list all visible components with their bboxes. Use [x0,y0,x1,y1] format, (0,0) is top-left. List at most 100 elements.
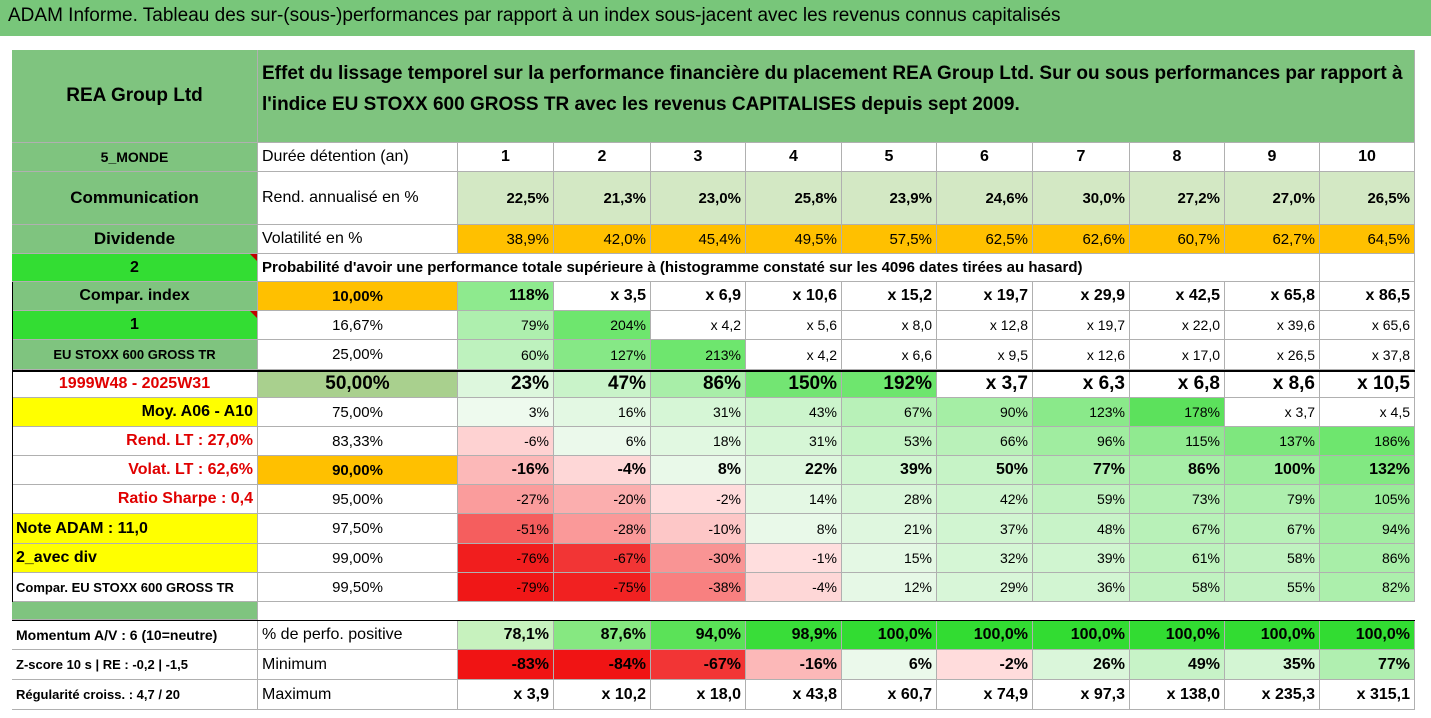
quantile-value: 79% [1225,485,1320,514]
quantile-value: -1% [746,544,842,573]
quantile-value: 16% [554,398,651,427]
quantile-value: x 10,6 [746,282,842,311]
quantile-value: -30% [651,544,746,573]
quantile-value: 37% [937,514,1033,544]
bottom-value: x 10,2 [554,680,651,710]
quantile-value: 15% [842,544,937,573]
quantile-value: -51% [458,514,554,544]
bottom-value: x 3,9 [458,680,554,710]
left-label: 2_avec div [12,544,258,573]
bottom-value: 35% [1225,650,1320,680]
left-label: Note ADAM : 11,0 [12,514,258,544]
quantile-value: -67% [554,544,651,573]
bottom-left-label: Momentum A/V : 6 (10=neutre) [12,620,258,650]
rend-value: 27,2% [1130,172,1225,225]
quantile-value: x 17,0 [1130,340,1225,370]
quantile-value: 39% [842,456,937,485]
rend-value: 23,0% [651,172,746,225]
volat-value: 60,7% [1130,225,1225,254]
quantile-value: 59% [1033,485,1130,514]
quantile-value: x 6,8 [1130,370,1225,398]
bottom-value: -16% [746,650,842,680]
year-header: 6 [937,143,1033,172]
quantile-value: x 42,5 [1130,282,1225,311]
quantile-value: -4% [746,573,842,602]
bottom-left-label: Régularité croiss. : 4,7 / 20 [12,680,258,710]
quantile-label: 50,00% [258,370,458,398]
comment-marker [250,254,257,261]
year-header: 4 [746,143,842,172]
bottom-row-label: % de perfo. positive [258,620,458,650]
bottom-value: -84% [554,650,651,680]
quantile-value: x 6,9 [651,282,746,311]
rend-value: 21,3% [554,172,651,225]
year-header: 5 [842,143,937,172]
quantile-value: 137% [1225,427,1320,456]
quantile-value: x 6,6 [842,340,937,370]
separator-line [12,620,1415,621]
quantile-value: x 26,5 [1225,340,1320,370]
quantile-value: 22% [746,456,842,485]
quantile-value: x 86,5 [1320,282,1415,311]
quantile-value: 204% [554,311,651,340]
quantile-value: 8% [746,514,842,544]
bottom-row-label: Maximum [258,680,458,710]
quantile-value: 67% [1225,514,1320,544]
quantile-value: 86% [651,370,746,398]
quantile-value: -75% [554,573,651,602]
report-title: ADAM Informe. Tableau des sur-(sous-)per… [8,5,1061,26]
quantile-value: x 6,3 [1033,370,1130,398]
volat-value: 45,4% [651,225,746,254]
bottom-value: x 97,3 [1033,680,1130,710]
title-bar: ADAM Informe. Tableau des sur-(sous-)per… [0,0,1431,36]
year-header: 3 [651,143,746,172]
bottom-value: 100,0% [1320,620,1415,650]
table-cell [1320,254,1415,282]
quantile-value: x 3,7 [937,370,1033,398]
bottom-value: 87,6% [554,620,651,650]
quantile-value: 43% [746,398,842,427]
quantile-label: 99,00% [258,544,458,573]
quantile-value: 150% [746,370,842,398]
quantile-value: 29% [937,573,1033,602]
bottom-value: x 43,8 [746,680,842,710]
bottom-value: x 315,1 [1320,680,1415,710]
quantile-value: 48% [1033,514,1130,544]
left-label: Compar. EU STOXX 600 GROSS TR [12,573,258,602]
quantile-label: 90,00% [258,456,458,485]
rend-value: 26,5% [1320,172,1415,225]
quantile-value: x 37,8 [1320,340,1415,370]
quantile-value: 66% [937,427,1033,456]
bottom-value: x 235,3 [1225,680,1320,710]
bottom-value: -67% [651,650,746,680]
quantile-value: x 8,0 [842,311,937,340]
spacer [12,602,258,620]
company-name: REA Group Ltd [12,50,258,143]
quantile-value: x 8,6 [1225,370,1320,398]
quantile-value: x 4,2 [651,311,746,340]
quantile-value: 6% [554,427,651,456]
quantile-value: -38% [651,573,746,602]
quantile-value: 67% [1130,514,1225,544]
rend-value: 24,6% [937,172,1033,225]
quantile-value: 79% [458,311,554,340]
quantile-value: 96% [1033,427,1130,456]
sector-label: Communication [12,172,258,225]
quantile-value: 14% [746,485,842,514]
bottom-left-label: Z-score 10 s | RE : -0,2 | -1,5 [12,650,258,680]
quantile-value: x 22,0 [1130,311,1225,340]
bottom-value: 6% [842,650,937,680]
year-header: 7 [1033,143,1130,172]
bottom-value: -2% [937,650,1033,680]
quantile-value: 115% [1130,427,1225,456]
quantile-value: 90% [937,398,1033,427]
quantile-value: x 65,8 [1225,282,1320,311]
quantile-value: -2% [651,485,746,514]
quantile-value: x 4,5 [1320,398,1415,427]
separator-line [12,282,13,602]
quantile-value: 58% [1130,573,1225,602]
quantile-value: 61% [1130,544,1225,573]
quantile-label: 16,67% [258,311,458,340]
quantile-value: -10% [651,514,746,544]
volat-value: 62,5% [937,225,1033,254]
